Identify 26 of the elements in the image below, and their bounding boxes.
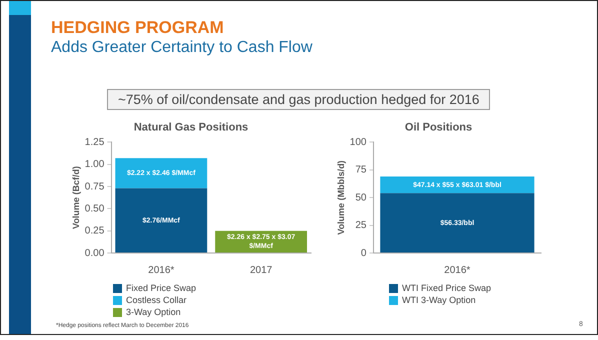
y-tick-label: 0.25 xyxy=(84,226,105,237)
x-tick-label: 2016* xyxy=(148,264,174,276)
y-tick-label: 0.50 xyxy=(84,203,105,214)
text: ~75% of oil/condensate and gas production hedged for 2016 xyxy=(107,89,490,110)
x-tick-label: 2016* xyxy=(444,264,470,276)
text: HEDGING PROGRAM xyxy=(51,18,224,38)
chart-title: Oil Positions xyxy=(404,122,472,134)
y-tick-label: 0.00 xyxy=(84,248,105,259)
legend-label: 3-Way Option xyxy=(126,307,181,317)
y-axis-title: Volume (Bcf/d) xyxy=(70,166,81,230)
legend-label: WTI Fixed Price Swap xyxy=(402,283,492,293)
text: Adds Greater Certainty to Cash Flow xyxy=(51,39,312,57)
y-tick-label: 0 xyxy=(360,248,367,259)
x-tick-label: 2017 xyxy=(250,264,273,276)
legend-label: WTI 3-Way Option xyxy=(402,295,476,305)
y-tick-label: 0.75 xyxy=(84,181,105,192)
y-axis-title: Volume (Mbbls/d) xyxy=(336,160,346,235)
legend-label: Costless Collar xyxy=(126,295,187,305)
y-tick-label: 75 xyxy=(355,164,367,176)
y-tick-label: 50 xyxy=(355,192,367,204)
legend-label: Fixed Price Swap xyxy=(126,283,196,293)
y-tick-label: 1.00 xyxy=(84,159,105,170)
y-tick-label: 25 xyxy=(355,220,367,232)
y-tick-label: 100 xyxy=(350,136,367,148)
y-tick-label: 1.25 xyxy=(84,136,105,148)
chart-title: Natural Gas Positions xyxy=(134,122,248,134)
